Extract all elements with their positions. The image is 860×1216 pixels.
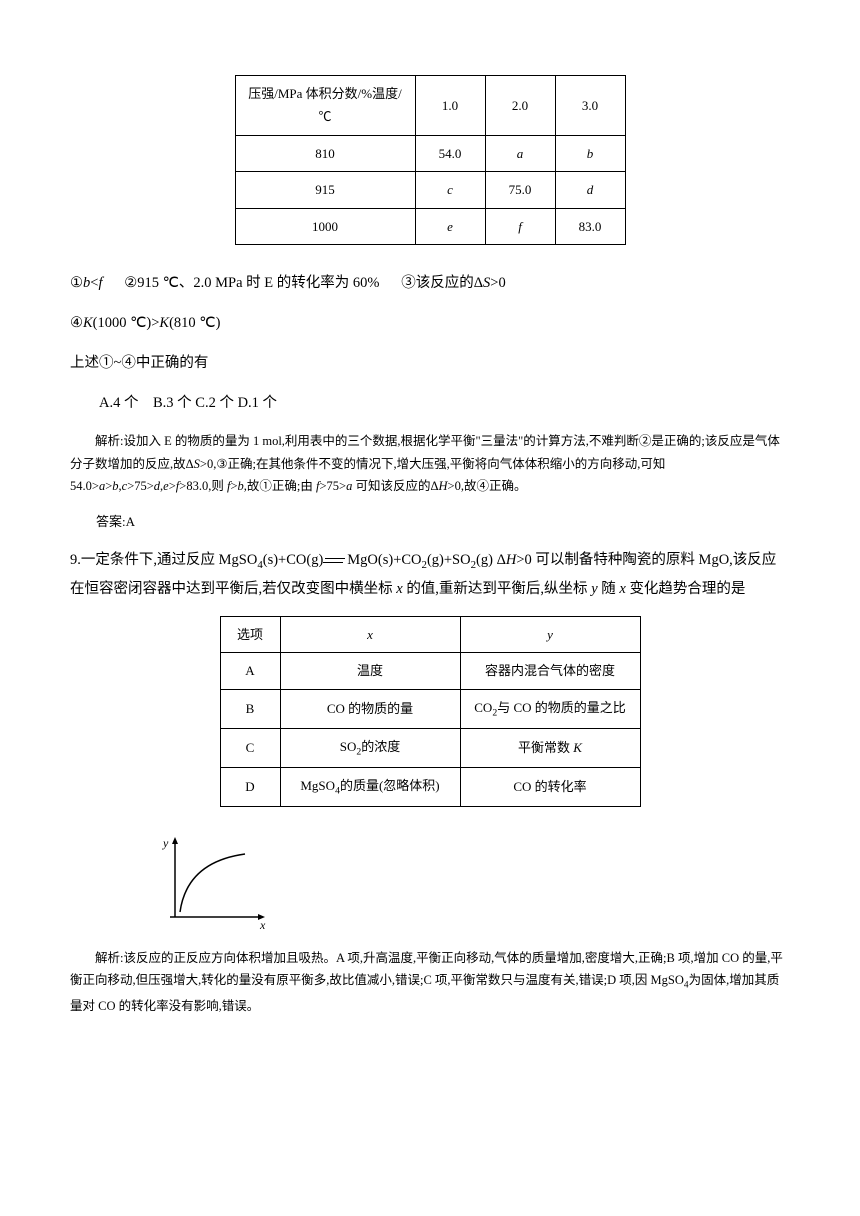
table2-cell: MgSO4的质量(忽略体积) [280,767,460,806]
table2-opt: B [220,689,280,728]
table2-cell: CO 的转化率 [460,767,640,806]
table2-opt: D [220,767,280,806]
y-axis-label: y [162,836,169,850]
table2-cell: CO2与 CO 的物质的量之比 [460,689,640,728]
table1-row3-temp: 1000 [235,208,415,244]
equilibrium-arrow-icon [323,556,347,566]
table2-opt: A [220,653,280,689]
table1-cell: 54.0 [415,135,485,171]
table2-cell: CO 的物质的量 [280,689,460,728]
table1-cell: c [415,172,485,208]
y-axis-arrow-icon [172,837,178,844]
curve-line [180,854,245,912]
answer-8: 答案:A [70,510,790,533]
curve-graph: y x [150,832,280,932]
table1-cell: f [485,208,555,244]
table1-row2-temp: 915 [235,172,415,208]
question-9-stem: 9.一定条件下,通过反应 MgSO4(s)+CO(g)MgO(s)+CO2(g)… [70,547,790,602]
table1-header-cell: 压强/MPa 体积分数/%温度/℃ [235,76,415,136]
statements-line-2: ④K(1000 ℃)>K(810 ℃) [70,310,790,336]
table1-col-2: 2.0 [485,76,555,136]
table2-header-y: y [460,616,640,652]
table1-cell: a [485,135,555,171]
table2-cell: 平衡常数 K [460,728,640,767]
table1-col-3: 3.0 [555,76,625,136]
data-table-1: 压强/MPa 体积分数/%温度/℃ 1.0 2.0 3.0 810 54.0 a… [235,75,626,245]
table1-cell: b [555,135,625,171]
question-stem: 上述①~④中正确的有 [70,350,790,376]
graph-svg: y x [150,832,280,932]
x-axis-label: x [259,918,266,932]
table1-row1-temp: 810 [235,135,415,171]
table2-header-x: x [280,616,460,652]
explanation-8: 解析:设加入 E 的物质的量为 1 mol,利用表中的三个数据,根据化学平衡"三… [70,430,790,498]
table2-cell: 容器内混合气体的密度 [460,653,640,689]
table2-opt: C [220,728,280,767]
table1-col-1: 1.0 [415,76,485,136]
table1-cell: 83.0 [555,208,625,244]
answer-options: A.4 个 B.3 个 C.2 个 D.1 个 [99,390,790,416]
table2-header-opt: 选项 [220,616,280,652]
explanation-9: 解析:该反应的正反应方向体积增加且吸热。A 项,升高温度,平衡正向移动,气体的质… [70,947,790,1017]
table2-cell: SO2的浓度 [280,728,460,767]
table1-cell: e [415,208,485,244]
data-table-2: 选项 x y A 温度 容器内混合气体的密度 B CO 的物质的量 CO2与 C… [220,616,641,807]
statements-line-1: ①b<f ②915 ℃、2.0 MPa 时 E 的转化率为 60% ③该反应的Δ… [70,270,790,296]
table2-cell: 温度 [280,653,460,689]
table1-cell: 75.0 [485,172,555,208]
table1-cell: d [555,172,625,208]
